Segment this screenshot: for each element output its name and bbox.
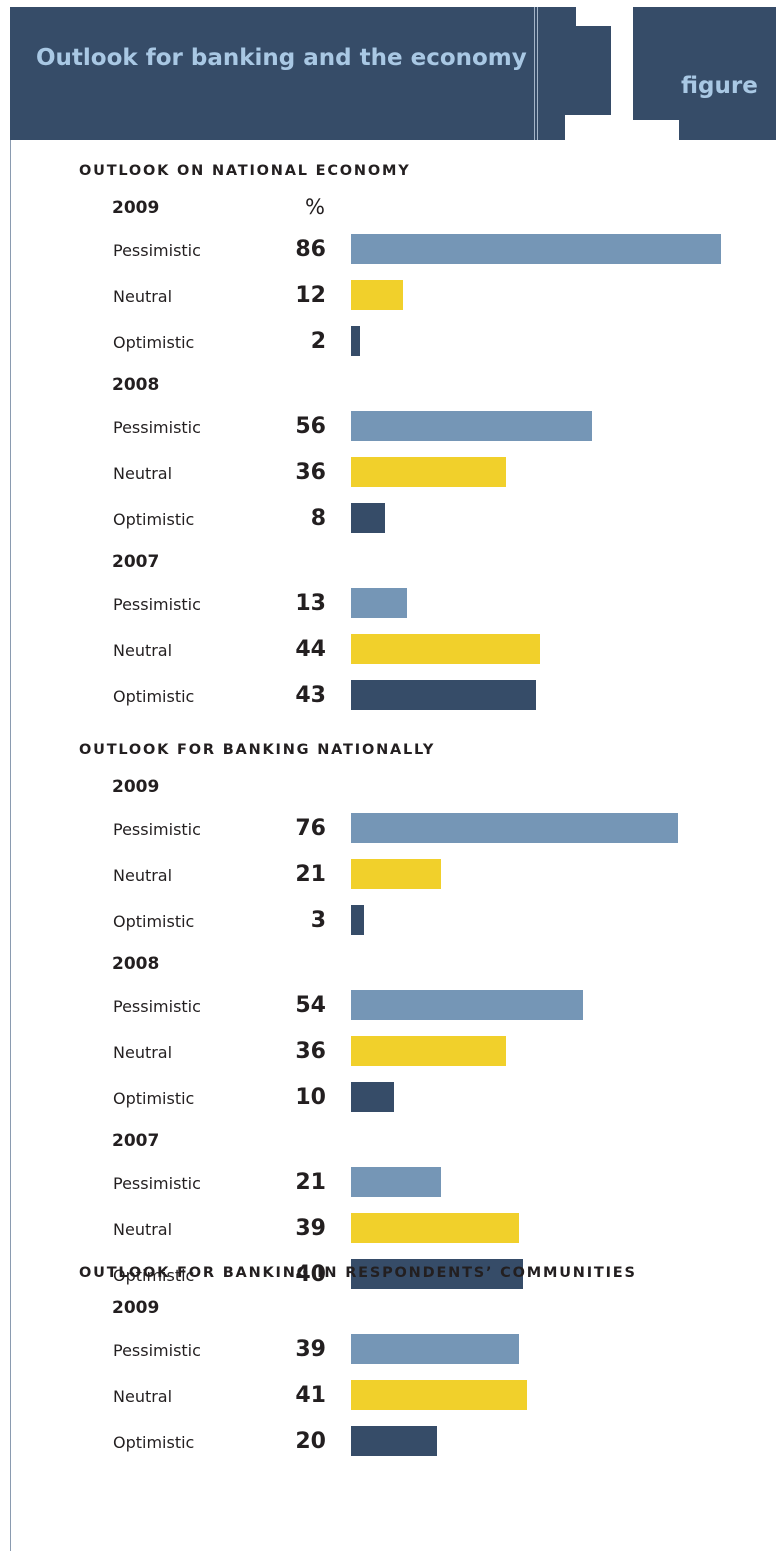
category-label: Optimistic bbox=[113, 510, 195, 529]
bar-optimistic bbox=[351, 503, 386, 533]
value-label: 3 bbox=[310, 908, 326, 933]
figure-label: figure bbox=[681, 73, 758, 99]
value-label: 36 bbox=[295, 1039, 326, 1064]
category-label: Pessimistic bbox=[113, 820, 201, 839]
bar-optimistic bbox=[351, 905, 364, 935]
category-label: Pessimistic bbox=[113, 1341, 201, 1360]
year-label: 2009 bbox=[112, 198, 160, 218]
value-label: 39 bbox=[295, 1337, 326, 1362]
value-label: 41 bbox=[295, 1383, 326, 1408]
year-label: 2009 bbox=[112, 1298, 160, 1318]
header-divider bbox=[534, 7, 535, 140]
category-label: Optimistic bbox=[113, 1089, 195, 1108]
value-label: 2 bbox=[310, 329, 326, 354]
bar-pessimistic bbox=[351, 1334, 519, 1364]
category-label: Optimistic bbox=[113, 333, 195, 352]
percent-unit-label: % bbox=[305, 195, 325, 219]
bar-neutral bbox=[351, 1036, 506, 1066]
value-label: 36 bbox=[295, 460, 326, 485]
category-label: Pessimistic bbox=[113, 997, 201, 1016]
bar-optimistic bbox=[351, 1082, 394, 1112]
value-label: 21 bbox=[295, 862, 326, 887]
value-label: 76 bbox=[295, 816, 326, 841]
bar-pessimistic bbox=[351, 990, 584, 1020]
bar-pessimistic bbox=[351, 813, 678, 843]
year-label: 2008 bbox=[112, 954, 160, 974]
figure-title: Outlook for banking and the economy bbox=[36, 45, 527, 71]
value-label: 8 bbox=[310, 506, 326, 531]
value-label: 44 bbox=[295, 637, 326, 662]
category-label: Neutral bbox=[113, 1220, 173, 1239]
bar-neutral bbox=[351, 1213, 519, 1243]
bar-optimistic bbox=[351, 1259, 523, 1289]
value-label: 86 bbox=[295, 237, 326, 262]
category-label: Optimistic bbox=[113, 687, 195, 706]
category-label: Pessimistic bbox=[113, 418, 201, 437]
category-label: Neutral bbox=[113, 1043, 173, 1062]
bar-neutral bbox=[351, 280, 403, 310]
bar-optimistic bbox=[351, 326, 360, 356]
category-label: Neutral bbox=[113, 287, 173, 306]
category-label: Neutral bbox=[113, 866, 173, 885]
bar-pessimistic bbox=[351, 588, 407, 618]
category-label: Pessimistic bbox=[113, 595, 201, 614]
bar-neutral bbox=[351, 634, 541, 664]
value-label: 12 bbox=[295, 283, 326, 308]
section-title: OUTLOOK ON NATIONAL ECONOMY bbox=[79, 163, 411, 179]
left-rule bbox=[10, 140, 11, 1551]
value-label: 13 bbox=[295, 591, 326, 616]
bar-optimistic bbox=[351, 1426, 437, 1456]
value-label: 54 bbox=[295, 993, 326, 1018]
year-label: 2007 bbox=[112, 552, 160, 572]
year-label: 2009 bbox=[112, 777, 160, 797]
value-label: 40 bbox=[295, 1262, 326, 1287]
value-label: 56 bbox=[295, 414, 326, 439]
section-title: OUTLOOK FOR BANKING IN RESPONDENTS’ COMM… bbox=[79, 1265, 637, 1281]
value-label: 20 bbox=[295, 1429, 326, 1454]
category-label: Optimistic bbox=[113, 1266, 195, 1285]
category-label: Optimistic bbox=[113, 1433, 195, 1452]
category-label: Pessimistic bbox=[113, 1174, 201, 1193]
category-label: Neutral bbox=[113, 464, 173, 483]
header-divider bbox=[537, 7, 538, 140]
bar-neutral bbox=[351, 457, 506, 487]
value-label: 39 bbox=[295, 1216, 326, 1241]
section-title: OUTLOOK FOR BANKING NATIONALLY bbox=[79, 742, 436, 758]
value-label: 43 bbox=[295, 683, 326, 708]
bar-optimistic bbox=[351, 680, 536, 710]
bar-neutral bbox=[351, 859, 442, 889]
value-label: 21 bbox=[295, 1170, 326, 1195]
value-label: 10 bbox=[295, 1085, 326, 1110]
category-label: Neutral bbox=[113, 641, 173, 660]
year-label: 2007 bbox=[112, 1131, 160, 1151]
category-label: Pessimistic bbox=[113, 241, 201, 260]
category-label: Optimistic bbox=[113, 912, 195, 931]
figure-header: Outlook for banking and the economy bbox=[10, 7, 776, 140]
year-label: 2008 bbox=[112, 375, 160, 395]
bar-neutral bbox=[351, 1380, 528, 1410]
bar-pessimistic bbox=[351, 1167, 442, 1197]
bar-pessimistic bbox=[351, 234, 721, 264]
category-label: Neutral bbox=[113, 1387, 173, 1406]
bar-pessimistic bbox=[351, 411, 592, 441]
